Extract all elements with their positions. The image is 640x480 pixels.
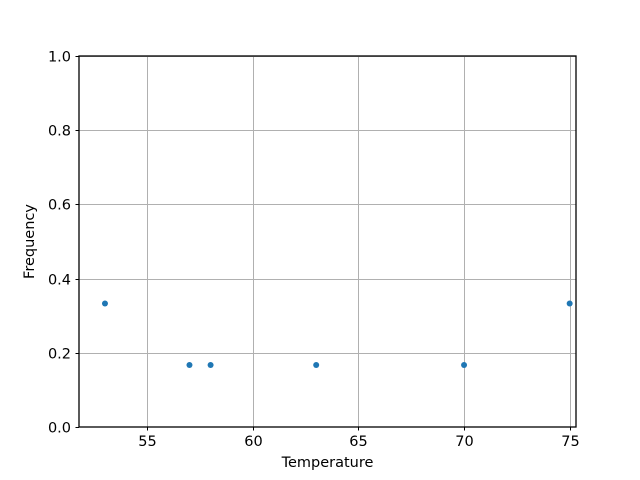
axes-background — [79, 56, 576, 427]
y-tick-label: 0.8 — [48, 124, 71, 140]
x-tick-label: 55 — [138, 434, 156, 450]
y-tick-label: 0.4 — [48, 273, 71, 289]
scatter-point — [566, 300, 573, 307]
x-tick-label: 70 — [455, 434, 473, 450]
y-axis-label: Frequency — [22, 204, 38, 279]
axes-frame — [78, 55, 577, 428]
scatter-point — [186, 362, 193, 369]
scatter-point — [461, 362, 468, 369]
x-axis-label: Temperature — [281, 455, 374, 471]
scatter-point — [313, 362, 320, 369]
x-tick-label: 75 — [561, 434, 579, 450]
x-tick-label: 65 — [349, 434, 367, 450]
data-points — [101, 300, 573, 369]
scatter-point — [101, 300, 108, 307]
y-tick-label: 0.6 — [48, 198, 71, 214]
y-tick-labels: 0.0 0.2 0.4 0.6 0.8 1.0 — [48, 50, 71, 437]
y-tick-label: 0.2 — [48, 347, 71, 363]
y-tick-label: 1.0 — [48, 50, 71, 66]
x-tick-labels: 55 60 65 70 75 — [138, 434, 579, 450]
scatter-point — [207, 362, 214, 369]
x-tick-label: 60 — [244, 434, 262, 450]
y-tick-label: 0.0 — [48, 421, 71, 437]
